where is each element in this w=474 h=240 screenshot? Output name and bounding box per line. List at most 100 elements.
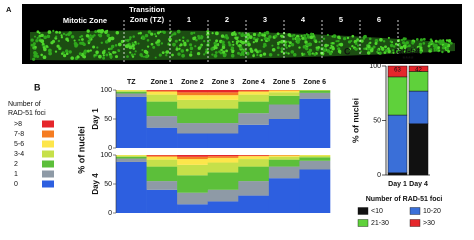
nucleus bbox=[247, 42, 251, 47]
nucleus bbox=[274, 34, 278, 38]
nucleus bbox=[173, 32, 177, 36]
nucleus bbox=[211, 53, 214, 56]
nucleus bbox=[78, 52, 82, 56]
nucleus bbox=[387, 47, 390, 50]
nucleus bbox=[32, 42, 36, 46]
nucleus bbox=[48, 51, 52, 56]
nucleus bbox=[62, 32, 66, 36]
nucleus bbox=[411, 41, 415, 45]
x-tick-label: Zone 5 bbox=[273, 79, 296, 86]
nucleus bbox=[402, 44, 407, 48]
zone-label: Transition bbox=[129, 5, 165, 14]
nucleus bbox=[326, 33, 330, 37]
nucleus bbox=[320, 51, 325, 56]
zone-label: 4 bbox=[301, 15, 306, 24]
nucleus bbox=[159, 30, 162, 34]
nucleus bbox=[441, 40, 445, 45]
nucleus bbox=[154, 56, 157, 59]
nucleus bbox=[134, 40, 137, 44]
legend-label: 10-20 bbox=[423, 208, 441, 215]
nucleus bbox=[193, 31, 196, 35]
area-segment bbox=[177, 175, 209, 193]
nucleus bbox=[265, 30, 270, 35]
area-segment bbox=[268, 155, 300, 156]
legend-label: 1 bbox=[14, 171, 18, 178]
nucleus bbox=[318, 40, 321, 44]
legend-title: Number of RAD-51 foci bbox=[366, 196, 443, 203]
nucleus bbox=[142, 55, 146, 58]
nucleus bbox=[354, 47, 357, 51]
nucleus bbox=[394, 42, 398, 46]
area-segment bbox=[116, 90, 147, 92]
area-segment bbox=[299, 160, 331, 170]
area-segment bbox=[268, 119, 300, 148]
nucleus bbox=[308, 48, 313, 53]
nucleus bbox=[182, 36, 185, 39]
nucleus bbox=[230, 46, 235, 50]
nucleus bbox=[309, 35, 314, 40]
nucleus bbox=[305, 46, 309, 51]
area-segment bbox=[116, 155, 147, 156]
nucleus bbox=[428, 49, 431, 53]
nucleus bbox=[259, 53, 263, 57]
area-segment bbox=[299, 157, 331, 161]
nucleus bbox=[363, 47, 366, 50]
nucleus bbox=[93, 55, 96, 58]
nucleus bbox=[342, 36, 347, 41]
y-tick-label: 100 bbox=[369, 63, 381, 70]
nucleus bbox=[280, 47, 284, 51]
nucleus bbox=[280, 50, 284, 53]
area-segment bbox=[116, 156, 147, 159]
nucleus bbox=[213, 54, 218, 58]
nucleus bbox=[332, 34, 337, 38]
nucleus bbox=[60, 52, 64, 55]
nucleus bbox=[324, 43, 328, 48]
nucleus bbox=[40, 53, 43, 57]
bar-segment bbox=[408, 71, 429, 92]
nucleus bbox=[126, 55, 129, 58]
nucleus bbox=[407, 44, 411, 48]
bar-segment bbox=[387, 114, 408, 174]
nucleus bbox=[179, 44, 182, 47]
nucleus bbox=[283, 43, 288, 47]
area-segment bbox=[299, 169, 331, 213]
nucleus bbox=[369, 41, 372, 44]
nucleus bbox=[422, 37, 426, 41]
nucleus bbox=[392, 49, 395, 52]
area-segment bbox=[146, 101, 178, 117]
area-segment bbox=[238, 155, 270, 157]
nucleus bbox=[225, 36, 229, 40]
nucleus bbox=[131, 43, 135, 48]
nucleus bbox=[70, 35, 75, 39]
nucleus bbox=[60, 34, 63, 37]
nucleus bbox=[48, 48, 52, 53]
nucleus bbox=[252, 41, 255, 44]
area-segment bbox=[116, 90, 147, 91]
nucleus bbox=[128, 38, 132, 41]
area-segment bbox=[238, 101, 270, 114]
nucleus bbox=[82, 55, 85, 58]
area-segment bbox=[146, 90, 178, 91]
nucleus bbox=[203, 39, 206, 43]
nucleus bbox=[445, 39, 449, 42]
chart-title: rad-54 bbox=[394, 45, 420, 55]
nucleus bbox=[102, 54, 105, 57]
nucleus bbox=[102, 56, 105, 60]
nucleus bbox=[203, 53, 206, 56]
nucleus bbox=[220, 34, 225, 38]
nucleus bbox=[54, 50, 58, 53]
x-tick-label: Zone 4 bbox=[242, 79, 265, 86]
nucleus bbox=[298, 46, 301, 49]
nucleus bbox=[41, 42, 45, 46]
nucleus bbox=[429, 41, 432, 44]
nucleus bbox=[336, 44, 339, 48]
nucleus bbox=[419, 46, 423, 50]
nucleus bbox=[245, 51, 250, 56]
legend-label: 2 bbox=[14, 161, 18, 168]
nucleus bbox=[135, 42, 138, 45]
nucleus bbox=[89, 34, 92, 37]
nucleus bbox=[368, 37, 372, 41]
nucleus bbox=[165, 54, 168, 57]
nucleus bbox=[415, 37, 419, 41]
legend-swatch bbox=[42, 130, 54, 138]
